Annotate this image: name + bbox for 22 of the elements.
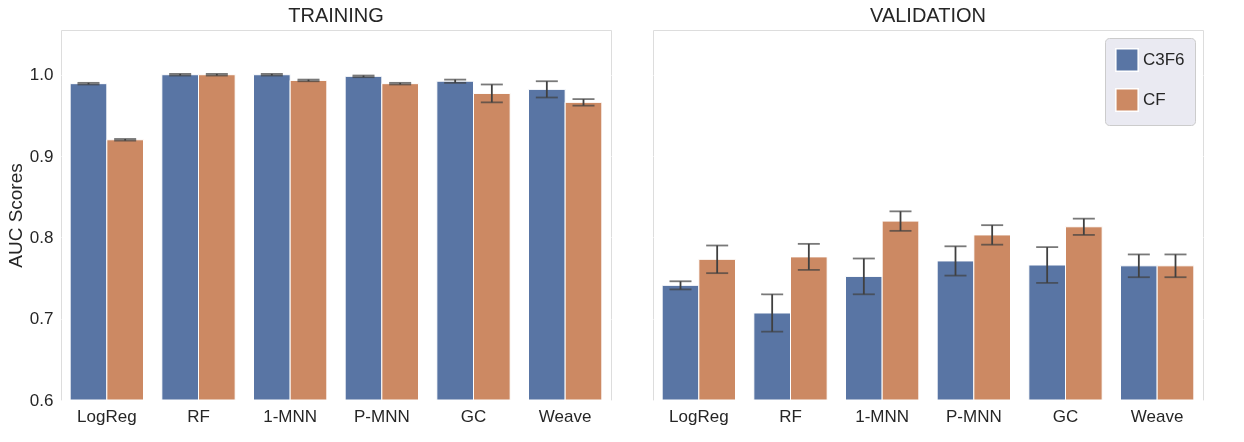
- y-tick-label: 0.9: [29, 146, 54, 166]
- y-tick-label: 0.6: [29, 390, 54, 410]
- x-tick-label: RF: [779, 406, 802, 426]
- x-tick-label: GC: [1052, 406, 1079, 426]
- x-tick-label: 1-MNN: [855, 406, 910, 426]
- x-tick-label: P-MNN: [353, 406, 410, 426]
- x-tick-label: 1-MNN: [263, 406, 318, 426]
- chart-title: TRAINING: [288, 4, 384, 26]
- x-tick-label: Weave: [538, 406, 592, 426]
- y-tick-label: 0.8: [29, 227, 54, 247]
- legend-label: C3F6: [1143, 50, 1185, 69]
- y-axis-title: AUC Scores: [4, 163, 26, 268]
- legend-label: CF: [1143, 90, 1166, 109]
- chart-title: VALIDATION: [870, 4, 986, 26]
- x-tick-label: GC: [460, 406, 487, 426]
- x-tick-label: Weave: [1130, 406, 1184, 426]
- x-tick-label: RF: [187, 406, 210, 426]
- x-tick-label: P-MNN: [945, 406, 1002, 426]
- x-tick-label: LogReg: [669, 406, 729, 426]
- x-tick-label: LogReg: [77, 406, 137, 426]
- y-tick-label: 0.7: [29, 309, 54, 329]
- y-tick-label: 1.0: [29, 65, 54, 85]
